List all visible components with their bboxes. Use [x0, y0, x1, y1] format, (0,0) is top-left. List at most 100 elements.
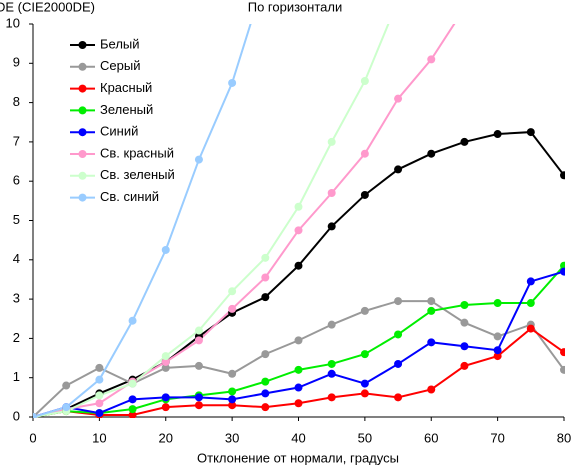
- x-tick-label: 80: [557, 430, 571, 445]
- y-tick-label: 5: [13, 212, 20, 227]
- y-tick-label: 2: [13, 330, 20, 345]
- y-tick-label: 10: [6, 15, 20, 30]
- data-point: [194, 155, 203, 164]
- data-point: [194, 393, 203, 402]
- y-tick-label: 4: [13, 251, 20, 266]
- data-point: [294, 365, 303, 374]
- data-point: [327, 369, 336, 378]
- data-point: [261, 389, 270, 398]
- data-point: [526, 324, 535, 333]
- data-point: [493, 130, 502, 139]
- data-point: [95, 409, 104, 418]
- data-point: [128, 405, 137, 414]
- x-tick-label: 40: [291, 430, 305, 445]
- data-point: [228, 78, 237, 87]
- legend-label: Серый: [100, 58, 140, 73]
- data-point: [493, 332, 502, 341]
- data-point: [261, 253, 270, 262]
- data-point: [261, 293, 270, 302]
- data-point: [228, 369, 237, 378]
- data-point: [427, 55, 436, 64]
- data-point: [327, 137, 336, 146]
- data-point: [560, 348, 565, 357]
- legend-label: Св. зеленый: [100, 167, 175, 182]
- data-point: [161, 357, 170, 366]
- data-point: [394, 297, 403, 306]
- data-point: [427, 297, 436, 306]
- data-point: [327, 188, 336, 197]
- y-tick-label: 9: [13, 55, 20, 70]
- legend-label: Зеленый: [100, 102, 153, 117]
- data-point: [261, 273, 270, 282]
- data-point: [526, 299, 535, 308]
- data-point: [327, 393, 336, 402]
- legend-marker: [78, 128, 87, 137]
- data-point: [194, 361, 203, 370]
- data-point: [560, 267, 565, 276]
- data-point: [161, 393, 170, 402]
- data-point: [427, 149, 436, 158]
- series-line: [33, 24, 252, 418]
- data-point: [128, 411, 137, 418]
- data-point: [360, 190, 369, 199]
- data-point: [360, 306, 369, 315]
- data-point: [194, 336, 203, 345]
- x-tick-label: 30: [225, 430, 239, 445]
- data-point: [261, 377, 270, 386]
- x-tick-label: 20: [159, 430, 173, 445]
- data-point: [360, 379, 369, 388]
- data-point: [460, 342, 469, 351]
- data-point: [493, 299, 502, 308]
- data-point: [327, 222, 336, 231]
- x-tick-label: 70: [490, 430, 504, 445]
- data-point: [95, 399, 104, 408]
- x-tick-label: 50: [358, 430, 372, 445]
- legend-label: Белый: [100, 36, 140, 51]
- x-tick-label: 10: [92, 430, 106, 445]
- plot-area: [33, 24, 565, 418]
- data-point: [294, 399, 303, 408]
- data-point: [427, 338, 436, 347]
- legend-marker: [78, 171, 87, 180]
- data-point: [394, 94, 403, 103]
- data-point: [62, 381, 71, 390]
- data-point: [194, 326, 203, 335]
- legend-marker: [78, 62, 87, 71]
- data-point: [161, 245, 170, 254]
- data-point: [526, 128, 535, 137]
- data-point: [493, 346, 502, 355]
- series-line: [33, 24, 390, 418]
- data-point: [261, 403, 270, 412]
- data-point: [228, 387, 237, 396]
- data-point: [360, 149, 369, 158]
- chart-title: По горизонтали: [248, 0, 342, 14]
- y-tick-label: 8: [13, 94, 20, 109]
- legend-marker: [78, 193, 87, 202]
- data-point: [394, 330, 403, 339]
- data-point: [394, 359, 403, 368]
- legend-label: Св. красный: [100, 145, 174, 160]
- data-point: [95, 375, 104, 384]
- y-axis-label: DE (CIE2000DE): [0, 0, 95, 14]
- data-point: [360, 350, 369, 359]
- x-tick-label: 0: [29, 430, 36, 445]
- data-point: [294, 383, 303, 392]
- data-point: [394, 393, 403, 402]
- data-point: [228, 287, 237, 296]
- legend-marker: [78, 150, 87, 158]
- legend-marker: [78, 84, 87, 93]
- data-point: [493, 352, 502, 361]
- data-point: [394, 165, 403, 174]
- data-point: [526, 277, 535, 286]
- data-point: [228, 395, 237, 404]
- data-point: [560, 171, 565, 180]
- data-point: [294, 261, 303, 270]
- data-point: [62, 403, 71, 412]
- data-point: [460, 361, 469, 370]
- data-point: [194, 401, 203, 410]
- data-point: [128, 395, 137, 404]
- data-point: [427, 306, 436, 315]
- x-tick-label: 60: [424, 430, 438, 445]
- x-axis-label: Отклонение от нормали, градусы: [197, 450, 399, 465]
